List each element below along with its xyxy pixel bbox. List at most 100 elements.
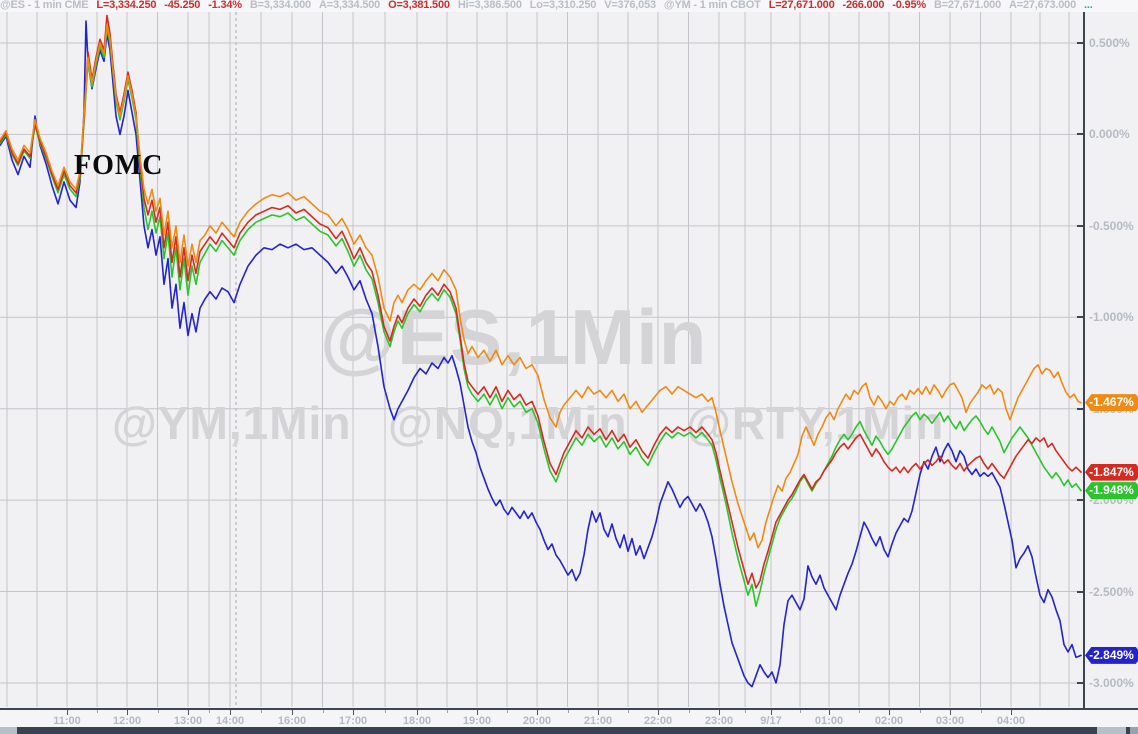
time-axis-tick	[188, 710, 189, 715]
price-axis-label: -3.000%	[1089, 675, 1134, 690]
time-axis-label: 13:00	[173, 715, 203, 727]
time-axis-label: 12:00	[112, 715, 142, 727]
time-axis-tick	[598, 710, 599, 715]
time-axis-tick	[950, 710, 951, 715]
time-axis-label: 02:00	[874, 715, 904, 727]
time-axis-minor-tick	[447, 710, 448, 713]
time-axis-tick	[719, 710, 720, 715]
quote-header-segment: -1.34%	[208, 0, 242, 11]
time-axis-label: 20:00	[522, 715, 552, 727]
quote-header-segment: ...	[1084, 0, 1093, 11]
time-axis-tick	[477, 710, 478, 715]
price-axis-tick	[1077, 316, 1084, 319]
time-axis-label: 11:00	[53, 715, 81, 727]
last-price-badge-rty: -1.467%	[1085, 394, 1138, 412]
time-axis-label: 22:00	[643, 715, 673, 727]
time-axis-label: 03:00	[935, 715, 965, 727]
quote-header-segment: O=3,381.500	[388, 0, 450, 11]
time-axis-label: 16:00	[277, 715, 307, 727]
price-axis-label: -0.500%	[1089, 218, 1134, 233]
time-axis-tick	[658, 710, 659, 715]
series-line-rty	[0, 23, 1082, 549]
quote-header-segment: A=27,673.000	[1009, 0, 1077, 11]
time-axis-minor-tick	[567, 710, 569, 713]
time-axis-minor-tick	[322, 710, 324, 713]
quote-header-segment: Lo=3,310.250	[529, 0, 597, 11]
quote-header-segment: L=27,671.000	[768, 0, 835, 11]
time-axis-tick	[127, 710, 128, 715]
quote-header-segment: L=3,334.250	[96, 0, 157, 11]
scrollbar-thumb[interactable]	[1097, 727, 1126, 734]
time-axis-tick	[889, 710, 890, 715]
quote-header-segment: -0.95%	[892, 0, 926, 11]
time-axis-minor-tick	[688, 710, 690, 713]
quote-header-segment: @ES - 1 min CME	[0, 0, 89, 11]
time-axis-minor-tick	[800, 710, 801, 713]
time-axis-minor-tick	[97, 710, 98, 713]
time-axis-minor-tick	[859, 710, 860, 713]
series-line-es	[0, 14, 1082, 589]
price-axis-tick	[1077, 41, 1084, 44]
price-axis-label: 0.500%	[1089, 35, 1130, 50]
price-series-lines	[0, 14, 1082, 688]
quote-header-segment: V=376,053	[604, 0, 656, 11]
time-axis-label: 9/17	[760, 715, 782, 727]
watermark-symbol-nq: @NQ,1Min	[388, 397, 628, 449]
scrollbar-left-corner-box[interactable]	[0, 727, 17, 734]
time-axis-minor-tick	[507, 710, 508, 713]
time-axis-label: 04:00	[996, 715, 1026, 727]
watermark-symbol-ym: @YM,1Min	[112, 397, 352, 449]
fomc-annotation: FOMC	[74, 150, 164, 181]
last-price-badge-es: -1.847%	[1085, 463, 1138, 481]
series-line-ym	[0, 20, 1082, 688]
time-axis-minor-tick	[919, 710, 921, 713]
time-axis-minor-tick	[209, 710, 210, 713]
watermark-symbol-rty: @RTY,1Min	[686, 397, 945, 449]
chart-plot-area[interactable]: @ES,1Min @YM,1Min @NQ,1Min @RTY,1Min FOM…	[0, 12, 1084, 707]
price-axis-label: -2.500%	[1089, 584, 1134, 599]
price-axis-tick	[1077, 224, 1084, 227]
time-axis-tick	[1011, 710, 1012, 715]
time-axis-minor-tick	[980, 710, 982, 713]
time-axis-tick	[230, 710, 231, 715]
time-axis-tick	[353, 710, 354, 715]
time-axis-tick	[829, 710, 830, 715]
quote-header-segment: -45.250	[164, 0, 201, 11]
series-line-nq	[0, 27, 1082, 608]
price-axis-label: 0.000%	[1089, 127, 1130, 142]
quote-header-segment: A=3,334.500	[318, 0, 381, 11]
price-axis-tick	[1077, 590, 1084, 593]
time-axis-label: 18:00	[402, 715, 432, 727]
time-axis-minor-tick	[157, 710, 159, 713]
quote-header-segment: -266.000	[842, 0, 885, 11]
price-axis-tick	[1077, 407, 1084, 410]
time-axis-tick	[67, 710, 68, 715]
price-axis-label: -1.000%	[1089, 310, 1134, 325]
quote-header-segment: @YM - 1 min CBOT	[663, 0, 761, 11]
price-axis-tick	[1077, 133, 1084, 136]
time-axis-label: 14:00	[215, 715, 245, 727]
scrollbar-right-corner-box[interactable]	[1130, 727, 1138, 734]
time-axis[interactable]: 11:00 12:00 13:00 14:00 16:00 17:00 18:00 19:00…	[0, 708, 1138, 727]
time-axis-tick	[771, 710, 772, 715]
quote-header-bar: @ES - 1 min CME L=3,334.250 -45.250 -1.34% B…	[0, 0, 1138, 12]
last-price-badge-nq: -1.948%	[1085, 482, 1138, 500]
time-axis-label: 17:00	[338, 715, 368, 727]
price-axis-tick	[1077, 499, 1084, 502]
price-axis-tick	[1077, 681, 1084, 684]
time-axis-tick	[292, 710, 293, 715]
bottom-scrollbar	[0, 727, 1138, 734]
time-axis-tick	[417, 710, 418, 715]
gridlines	[0, 12, 1084, 707]
time-axis-label: 19:00	[462, 715, 492, 727]
quote-header-segment: B=27,671.000	[933, 0, 1001, 11]
time-axis-tick	[537, 710, 538, 715]
quote-header-segment: Hi=3,386.500	[457, 0, 522, 11]
last-price-badge-ym: -2.849%	[1085, 646, 1138, 664]
price-axis-line	[1083, 12, 1085, 708]
time-axis-minor-tick	[628, 710, 629, 713]
time-axis-label: 23:00	[704, 715, 734, 727]
time-axis-label: 21:00	[583, 715, 613, 727]
time-axis-minor-tick	[745, 710, 746, 713]
